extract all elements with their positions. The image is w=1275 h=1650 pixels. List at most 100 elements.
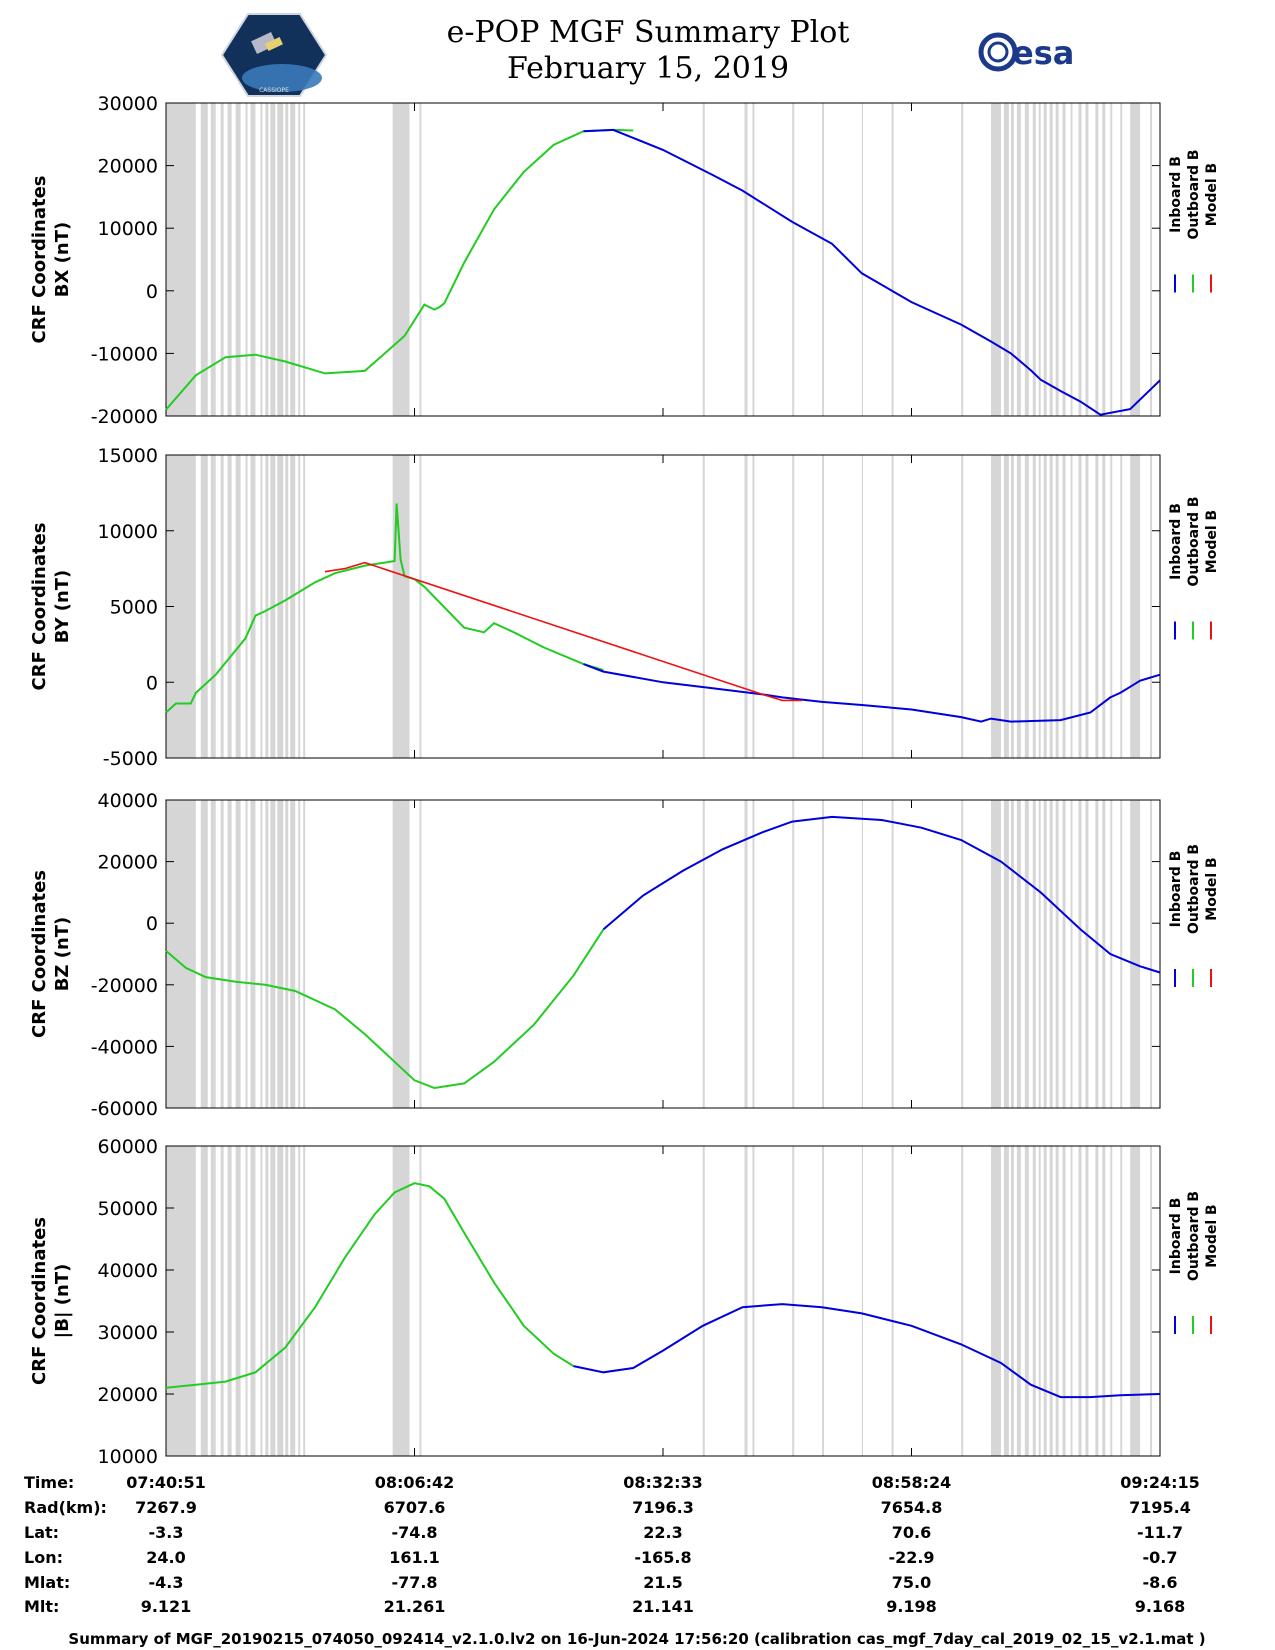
gap-band	[702, 103, 705, 416]
legend-label: Model B	[1204, 1204, 1220, 1267]
ephemeris-value: 75.0	[892, 1573, 931, 1592]
ephemeris-value: 21.5	[643, 1573, 682, 1592]
gap-band	[1085, 455, 1089, 758]
ephemeris-value: -3.3	[149, 1523, 184, 1542]
y-tick-label: 40000	[98, 1260, 158, 1282]
ephemeris-value: 9.168	[1135, 1597, 1186, 1616]
gap-band	[752, 800, 755, 1108]
gap-band	[200, 800, 208, 1108]
gap-band	[822, 103, 825, 416]
ephemeris-value: 07:40:51	[126, 1473, 206, 1492]
gap-band	[891, 103, 894, 416]
ephemeris-row-label: Lon:	[24, 1548, 63, 1567]
gap-band	[1049, 1146, 1053, 1456]
series-model	[324, 561, 803, 702]
y-tick-label: 30000	[98, 93, 158, 115]
gap-band	[1049, 103, 1053, 416]
gap-band	[1038, 455, 1041, 758]
gap-band	[285, 800, 289, 1108]
gap-band	[227, 455, 232, 758]
gap-band	[210, 800, 216, 1108]
gap-band	[1070, 1146, 1073, 1456]
y-tick-label: 10000	[98, 218, 158, 240]
gap-band	[235, 455, 241, 758]
gap-band	[1003, 103, 1009, 416]
footer-caption: Summary of MGF_20190215_074050_092414_v2…	[68, 1630, 1205, 1648]
gap-band	[822, 455, 825, 758]
series-outboard	[165, 1182, 575, 1389]
gap-band	[270, 1146, 276, 1456]
gap-band	[290, 455, 296, 758]
gap-band	[166, 1146, 196, 1456]
legend-label: Outboard B	[1186, 149, 1202, 239]
gap-band	[891, 800, 894, 1108]
gap-bands	[166, 1146, 1153, 1456]
panel-bz: -60000 -40000 -20000 0 20000 40000 CRF Coordin…	[29, 790, 1220, 1120]
series-inboard	[573, 1303, 1161, 1399]
gap-band	[1043, 103, 1047, 416]
cassiope-logo-text: CASSIOPE	[259, 87, 289, 94]
gap-band	[285, 103, 289, 416]
y-tick-label: -40000	[91, 1036, 158, 1058]
y-tick-label: 15000	[98, 445, 158, 467]
gap-band	[419, 800, 422, 1108]
gap-band	[991, 103, 1001, 416]
gap-band	[1010, 1146, 1014, 1456]
ephemeris-value: -4.3	[149, 1573, 184, 1592]
gap-band	[265, 103, 269, 416]
gap-band	[1038, 1146, 1041, 1456]
ephemeris-row-label: Lat:	[24, 1523, 59, 1542]
gap-band	[260, 103, 263, 416]
ephemeris-value: 7195.4	[1129, 1498, 1191, 1517]
plot-date: February 15, 2019	[507, 51, 789, 86]
legend: Inboard B Outboard B Model B	[1168, 496, 1220, 640]
gap-band	[245, 800, 248, 1108]
ephemeris-value: -22.9	[888, 1548, 934, 1567]
gap-band	[1102, 103, 1106, 416]
legend: Inboard B Outboard B Model B	[1168, 844, 1220, 987]
gap-band	[1070, 800, 1073, 1108]
gap-bands	[166, 455, 1153, 758]
gap-band	[702, 1146, 705, 1456]
gap-band	[1062, 103, 1066, 416]
gap-band	[245, 1146, 248, 1456]
gap-band	[1070, 455, 1073, 758]
esa-logo: esa	[978, 32, 1074, 72]
gap-band	[822, 800, 825, 1108]
gap-band	[1038, 800, 1041, 1108]
legend: Inboard B Outboard B Model B	[1168, 149, 1220, 293]
y-tick-label: 20000	[98, 156, 158, 178]
gap-band	[1095, 800, 1099, 1108]
gap-band	[290, 800, 296, 1108]
gap-band	[1078, 800, 1082, 1108]
gap-band	[1150, 800, 1153, 1108]
y-tick-label: 0	[146, 281, 158, 303]
legend-label: Outboard B	[1186, 496, 1202, 586]
gap-band	[744, 455, 748, 758]
gap-band	[1032, 1146, 1036, 1456]
y-axis-label: BX (nT)	[52, 222, 73, 297]
legend: Inboard B Outboard B Model B	[1168, 1191, 1220, 1334]
gap-band	[1043, 455, 1047, 758]
gap-band	[227, 800, 232, 1108]
gap-band	[1130, 455, 1141, 758]
gap-band	[1102, 1146, 1106, 1456]
gap-band	[792, 103, 795, 416]
gap-band	[792, 455, 795, 758]
gap-band	[752, 103, 755, 416]
gap-band	[285, 1146, 289, 1456]
ephemeris-value: -165.8	[634, 1548, 691, 1567]
gap-band	[961, 455, 964, 758]
gap-band	[1150, 1146, 1153, 1456]
gap-band	[303, 455, 306, 758]
gap-band	[991, 455, 1001, 758]
gap-band	[250, 103, 256, 416]
gap-band	[1024, 800, 1029, 1108]
legend-label: Inboard B	[1168, 1198, 1184, 1275]
legend-label: Model B	[1204, 510, 1220, 573]
gap-band	[220, 800, 224, 1108]
gap-band	[1043, 1146, 1047, 1456]
gap-band	[265, 800, 269, 1108]
gap-bands	[166, 103, 1153, 416]
